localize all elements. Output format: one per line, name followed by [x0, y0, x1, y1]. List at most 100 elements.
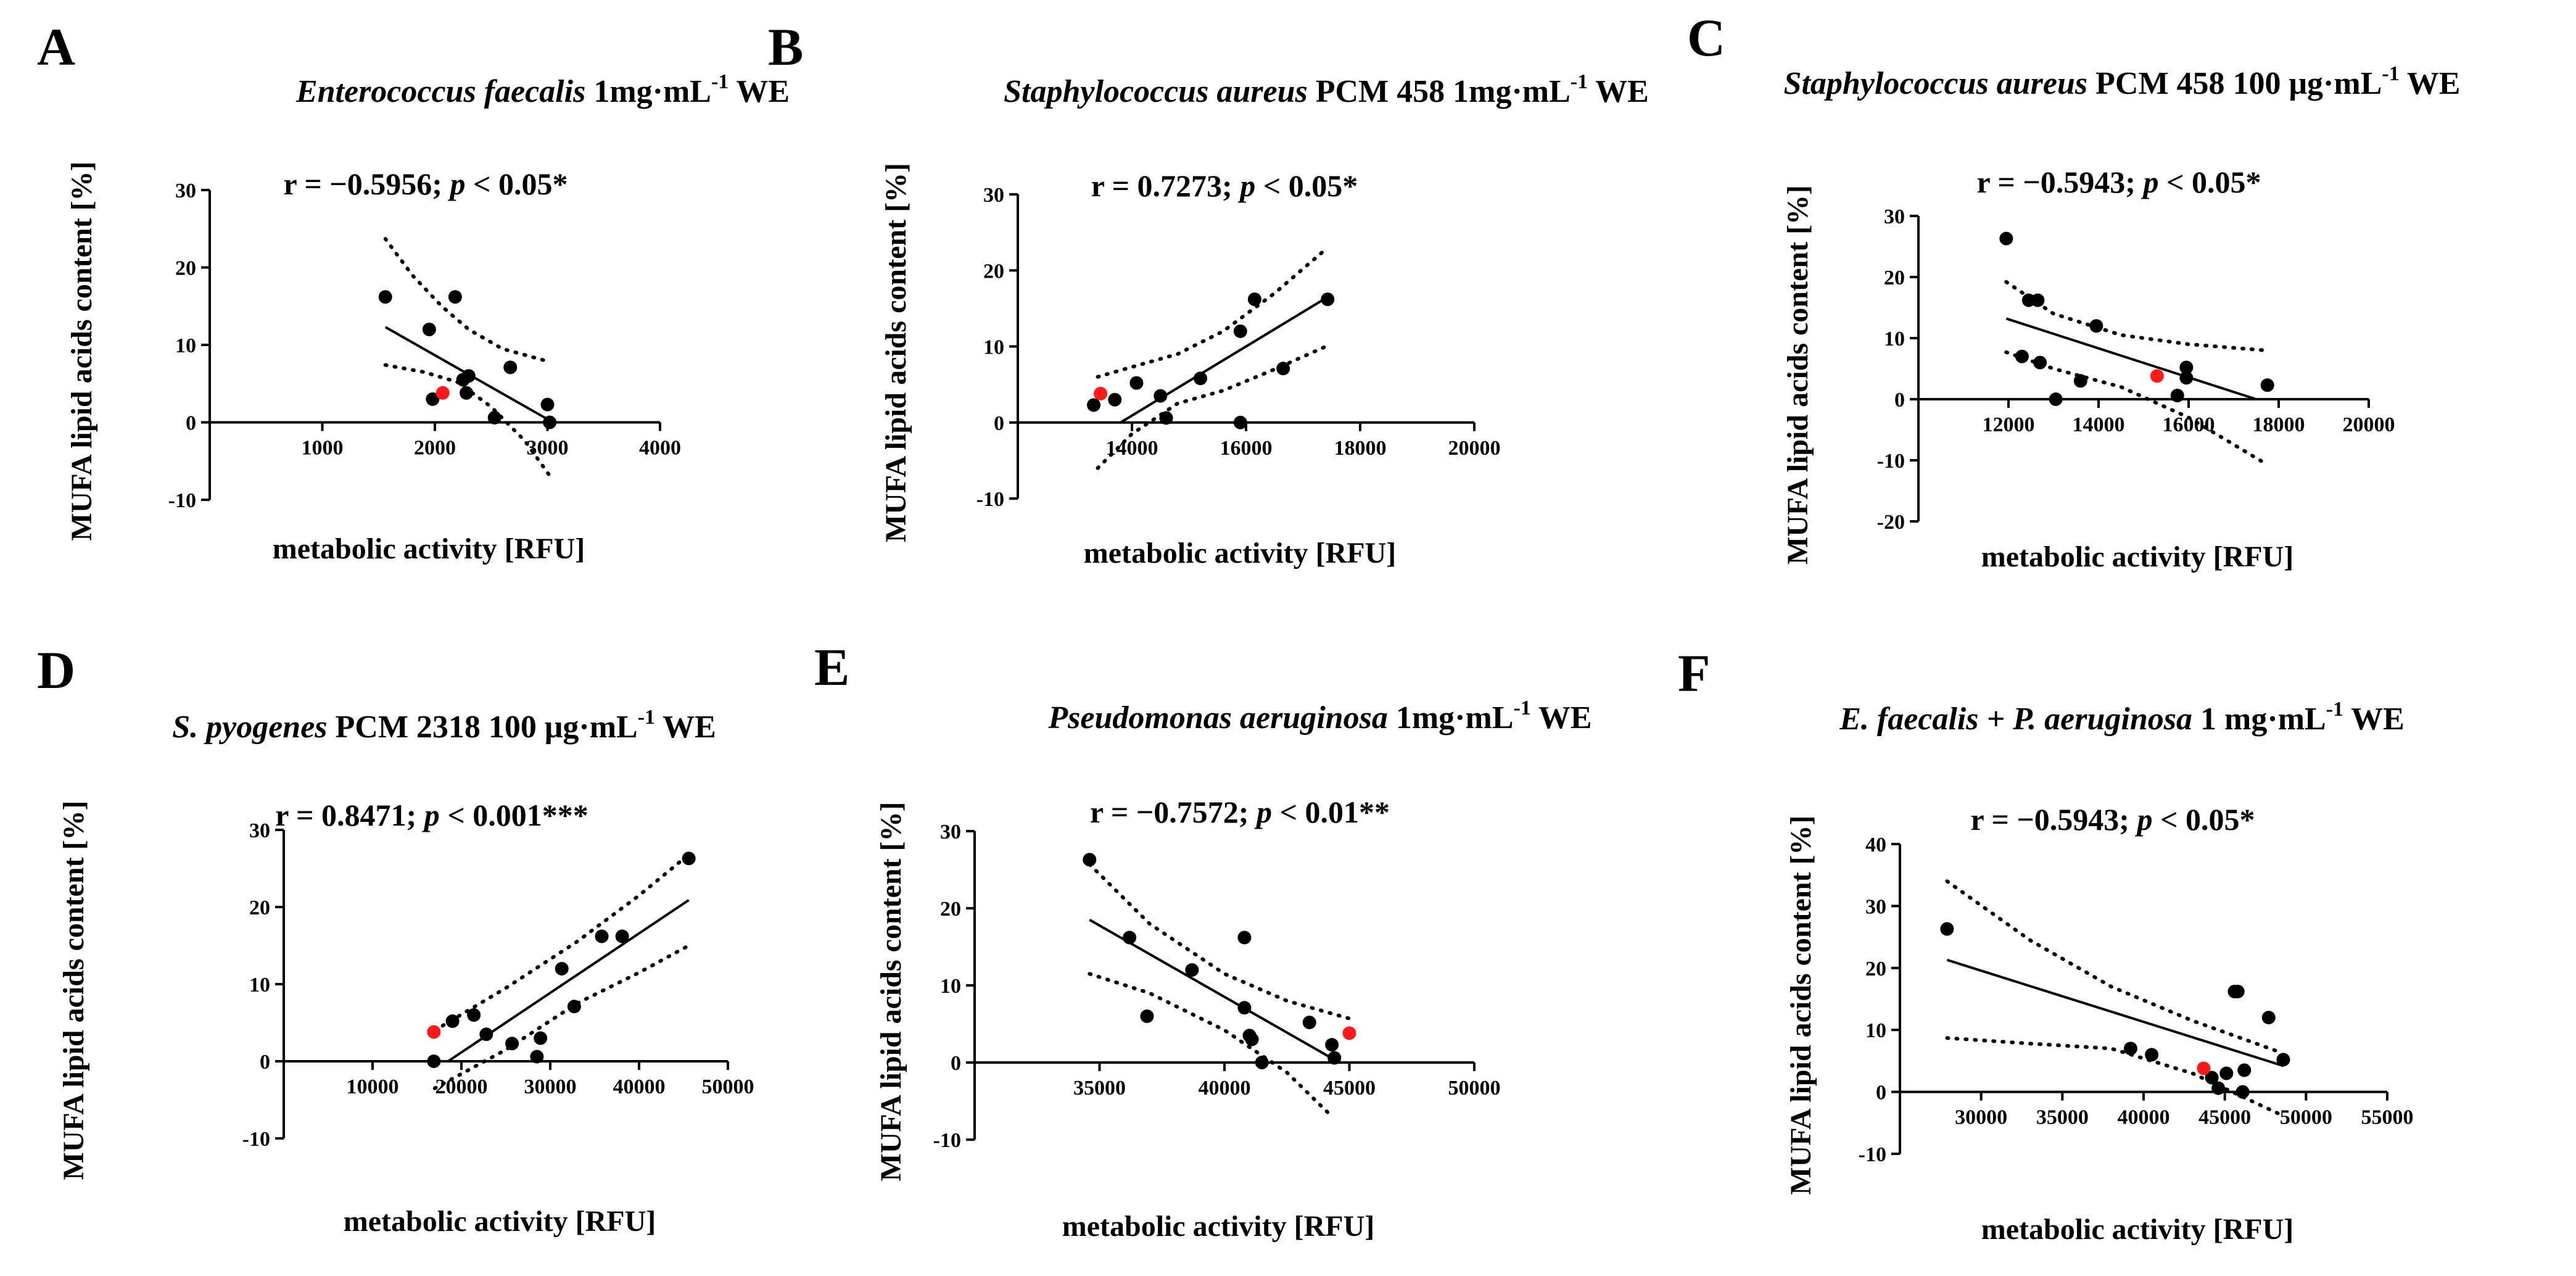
panel-b-point	[1233, 415, 1247, 429]
panel-c-stat: r = −0.5943; p < 0.05*	[1977, 165, 2261, 199]
panel-b-title-species: Staphylococcus aureus	[1004, 74, 1308, 109]
panel-d-highlight-point	[427, 1025, 441, 1039]
panel-e-xtick-label: 40000	[1199, 1077, 1251, 1100]
panel-a-point	[543, 415, 557, 429]
panel-c-ylabel: MUFA lipid acids content [%]	[1781, 185, 1814, 565]
panel-b-point	[1233, 324, 1247, 338]
panel-f-ytick-label: -10	[1859, 1143, 1886, 1166]
panel-f-xtick-label: 55000	[2361, 1106, 2414, 1129]
panel-e-point	[1140, 1009, 1154, 1023]
panel-b-point	[1087, 398, 1101, 412]
panel-e-ytick-label: 0	[951, 1052, 961, 1075]
panel-c-point	[2031, 293, 2045, 307]
panel-f-point	[2123, 1042, 2137, 1056]
panel-a-xtick-label: 4000	[639, 437, 681, 460]
panel-d-ytick-label: -10	[242, 1128, 270, 1151]
panel-a-point	[422, 322, 436, 336]
panel-c-stat-sig: < 0.05*	[2158, 165, 2261, 199]
panel-e-xlabel: metabolic activity [RFU]	[1062, 1210, 1375, 1243]
panel-c-xtick-label: 20000	[2343, 413, 2395, 436]
panel-f-point	[2205, 1071, 2219, 1085]
panel-a-point	[503, 360, 518, 375]
panel-c-ytick-label: 10	[1884, 328, 1905, 350]
panel-f-title-species: E. faecalis + P. aeruginosa	[1839, 702, 2192, 737]
panel-c-point	[2179, 360, 2194, 375]
panel-e-title-we: WE	[1531, 700, 1592, 735]
panel-a-title-species: Enterococcus faecalis	[295, 74, 585, 109]
panel-e-letter: E	[814, 637, 849, 697]
panel-e-stat: r = −0.7572; p < 0.01**	[1090, 795, 1390, 829]
panel-f-ytick-label: 30	[1865, 895, 1886, 918]
panel-a-stat-sig: < 0.05*	[465, 167, 568, 201]
panel-f-stat-r: r = −0.5943;	[1971, 802, 2137, 837]
panel-f-xtick-label: 45000	[2198, 1106, 2251, 1129]
panel-b-ci-upper	[1096, 247, 1328, 379]
panel-f-point	[2237, 1063, 2252, 1077]
panel-a-xlabel: metabolic activity [RFU]	[273, 532, 585, 565]
panel-e-ytick-label: -10	[933, 1129, 961, 1152]
panel-c-ytick-label: -20	[1877, 511, 1905, 534]
panel-c-title-conc: PCM 458 100 μg·mL	[2087, 66, 2382, 101]
panel-f-xtick-label: 30000	[1955, 1106, 2007, 1129]
panel-f-ytick-label: 0	[1876, 1082, 1886, 1104]
panel-b-ylabel: MUFA lipid acids content [%]	[880, 163, 912, 542]
panel-f-fit-line	[1946, 958, 2284, 1067]
panel-e-highlight-point	[1342, 1026, 1356, 1040]
panel-e-point	[1245, 1032, 1259, 1046]
panel-e-stat-r: r = −0.7572;	[1090, 795, 1257, 829]
panel-b-ytick-label: -10	[976, 488, 1004, 511]
panel-b-point	[1154, 389, 1168, 403]
panel-d-point	[567, 1000, 581, 1014]
panel-f-title-we: WE	[2343, 702, 2405, 737]
panel-d-point	[615, 929, 629, 943]
panel-d-title-species: S. pyogenes	[172, 710, 327, 745]
panel-c-ytick-label: 0	[1894, 389, 1905, 412]
panel-c-xtick-label: 18000	[2253, 413, 2305, 436]
panel-f-point	[2261, 1011, 2276, 1025]
panel-c-highlight-point	[2150, 369, 2164, 383]
panel-f-point	[2219, 1066, 2234, 1080]
panel-e-ytick-label: 10	[940, 975, 961, 998]
panel-f-ytick-label: 10	[1865, 1019, 1886, 1042]
panel-a-point	[461, 369, 476, 383]
panel-c-point	[2015, 349, 2029, 363]
panel-f-title-exp: -1	[2326, 698, 2343, 721]
panel-b-ytick-label: 0	[994, 412, 1004, 435]
panel-a-stat-p: p	[447, 167, 465, 201]
panel-b-stat-p: p	[1237, 168, 1255, 203]
panel-d-stat-sig: < 0.001***	[440, 798, 588, 832]
panel-e-point	[1325, 1038, 1339, 1052]
panel-d-point	[682, 851, 696, 866]
panel-c-xtick-label: 14000	[2073, 413, 2125, 436]
panel-f-point	[2231, 984, 2245, 998]
panel-d-ylabel: MUFA lipid acids content [%]	[57, 800, 90, 1180]
panel-b-ytick-label: 10	[983, 336, 1004, 359]
panel-a-letter: A	[37, 17, 75, 77]
panel-b-stat-r: r = 0.7273;	[1091, 168, 1240, 203]
panel-a-stat-r: r = −0.5956;	[284, 167, 450, 201]
panel-b-xtick-label: 20000	[1448, 437, 1501, 460]
panel-d-point	[505, 1037, 519, 1051]
panel-d-title-exp: -1	[638, 706, 655, 729]
panel-c-point	[2073, 374, 2087, 388]
panel-b-xtick-label: 16000	[1220, 437, 1273, 460]
panel-f-stat: r = −0.5943; p < 0.05*	[1971, 802, 2255, 837]
panel-c-stat-r: r = −0.5943;	[1977, 165, 2144, 199]
panel-c-xtick-label: 12000	[1983, 413, 2035, 436]
panel-e-title-species: Pseudomonas aeruginosa	[1047, 700, 1387, 735]
panel-c-point	[2170, 389, 2184, 403]
panel-d-title: S. pyogenes PCM 2318 100 μg·mL-1 WE	[172, 706, 716, 745]
panel-f-highlight-point	[2197, 1061, 2211, 1075]
panel-e-point	[1237, 930, 1252, 945]
panel-c-title-exp: -1	[2382, 62, 2399, 85]
panel-a-ci-lower	[383, 363, 555, 483]
panel-d-ytick-label: 20	[249, 897, 270, 919]
panel-c-xlabel: metabolic activity [RFU]	[1981, 541, 2294, 573]
panel-b-xlabel: metabolic activity [RFU]	[1084, 537, 1397, 570]
panel-f-xtick-label: 35000	[2036, 1106, 2089, 1129]
panel-b-fit-line	[1120, 296, 1329, 424]
panel-d-xtick-label: 30000	[524, 1075, 577, 1098]
panel-f-point	[2145, 1048, 2159, 1062]
panel-d-ytick-label: 30	[249, 819, 270, 842]
